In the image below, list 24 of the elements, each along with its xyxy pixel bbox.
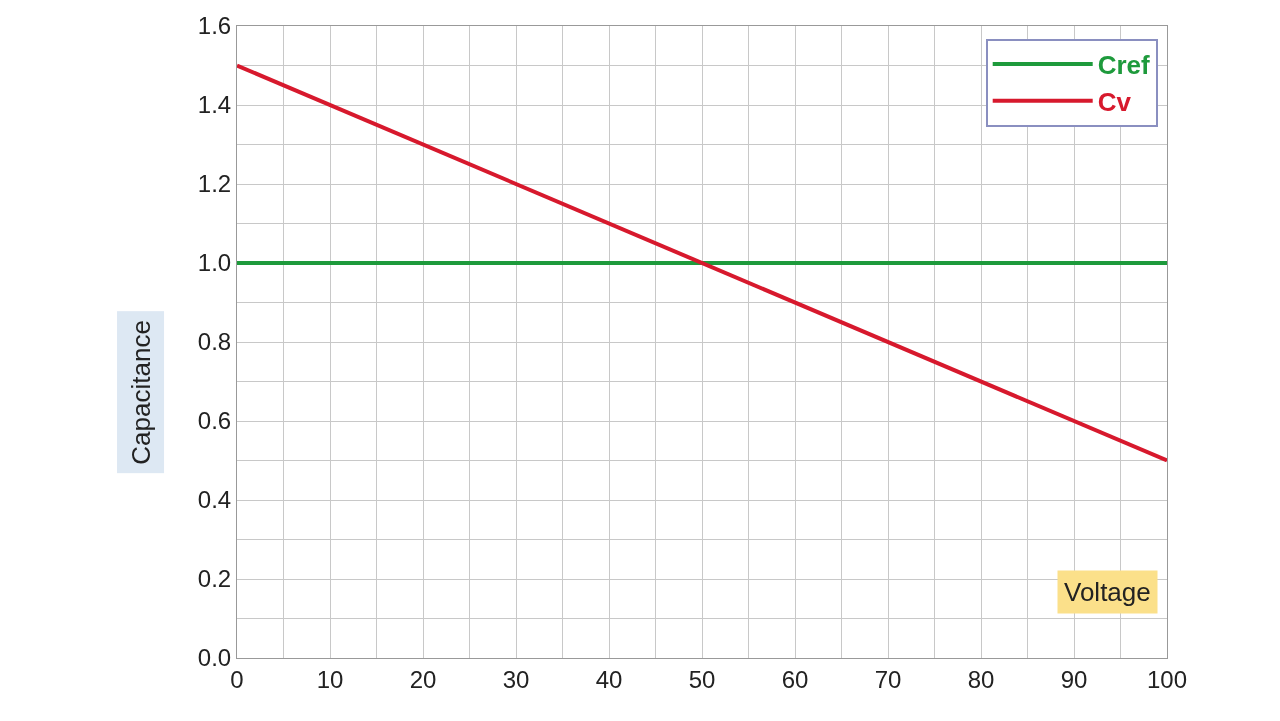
y-tick-label: 0.2 xyxy=(197,565,232,593)
y-tick-label: 0.8 xyxy=(197,328,232,356)
y-tick-label: 1.6 xyxy=(197,12,232,40)
x-tick-label: 100 xyxy=(1146,665,1188,693)
x-tick-label: 80 xyxy=(967,665,995,693)
x-axis-title: Voltage xyxy=(1064,577,1151,607)
y-tick-label: 1.0 xyxy=(197,249,232,277)
y-axis-title: Capacitance xyxy=(125,320,156,465)
x-tick-label: 40 xyxy=(595,665,623,693)
x-tick-label: 20 xyxy=(409,665,437,693)
x-tick-label: 50 xyxy=(688,665,716,693)
y-tick-label: 1.2 xyxy=(197,170,232,198)
x-tick-label: 10 xyxy=(316,665,344,693)
legend-label: Cref xyxy=(1097,50,1151,81)
x-tick-label: 30 xyxy=(502,665,530,693)
x-tick-label: 0 xyxy=(230,665,244,693)
y-tick-label: 1.4 xyxy=(197,91,232,119)
x-tick-label: 90 xyxy=(1060,665,1088,693)
legend-label: Cv xyxy=(1097,86,1132,117)
x-tick-label: 70 xyxy=(874,665,902,693)
x-tick-label: 60 xyxy=(781,665,809,693)
y-tick-label: 0.6 xyxy=(197,407,232,435)
y-tick-label: 0.0 xyxy=(197,644,232,672)
y-tick-label: 0.4 xyxy=(197,486,232,514)
